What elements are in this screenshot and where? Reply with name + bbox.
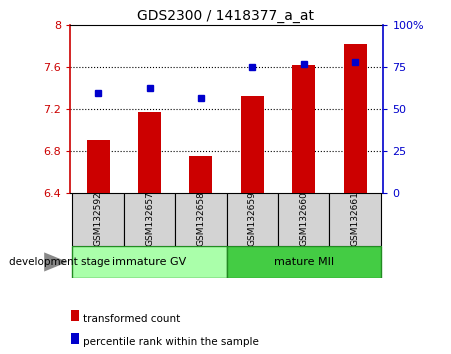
Text: transformed count: transformed count <box>83 314 181 324</box>
Text: GSM132659: GSM132659 <box>248 191 257 246</box>
Text: GSM132660: GSM132660 <box>299 191 308 246</box>
Polygon shape <box>44 252 68 272</box>
Bar <box>344 44 367 193</box>
Text: immature GV: immature GV <box>112 257 187 267</box>
Bar <box>241 96 264 193</box>
Bar <box>73 246 226 278</box>
Bar <box>138 112 161 193</box>
Bar <box>175 193 226 246</box>
Text: GDS2300 / 1418377_a_at: GDS2300 / 1418377_a_at <box>137 9 314 23</box>
Bar <box>189 156 212 193</box>
Bar <box>226 246 381 278</box>
Bar <box>124 193 175 246</box>
Text: development stage: development stage <box>9 257 110 267</box>
Text: mature MII: mature MII <box>274 257 334 267</box>
Bar <box>71 333 79 344</box>
Text: GSM132592: GSM132592 <box>94 191 103 246</box>
Text: percentile rank within the sample: percentile rank within the sample <box>83 337 259 347</box>
Bar <box>292 65 315 193</box>
Text: GSM132657: GSM132657 <box>145 191 154 246</box>
Bar <box>329 193 381 246</box>
Bar <box>71 310 79 321</box>
Bar <box>226 193 278 246</box>
Bar <box>278 193 329 246</box>
Bar <box>87 141 110 193</box>
Bar <box>73 193 124 246</box>
Text: GSM132658: GSM132658 <box>197 191 206 246</box>
Text: GSM132661: GSM132661 <box>350 191 359 246</box>
